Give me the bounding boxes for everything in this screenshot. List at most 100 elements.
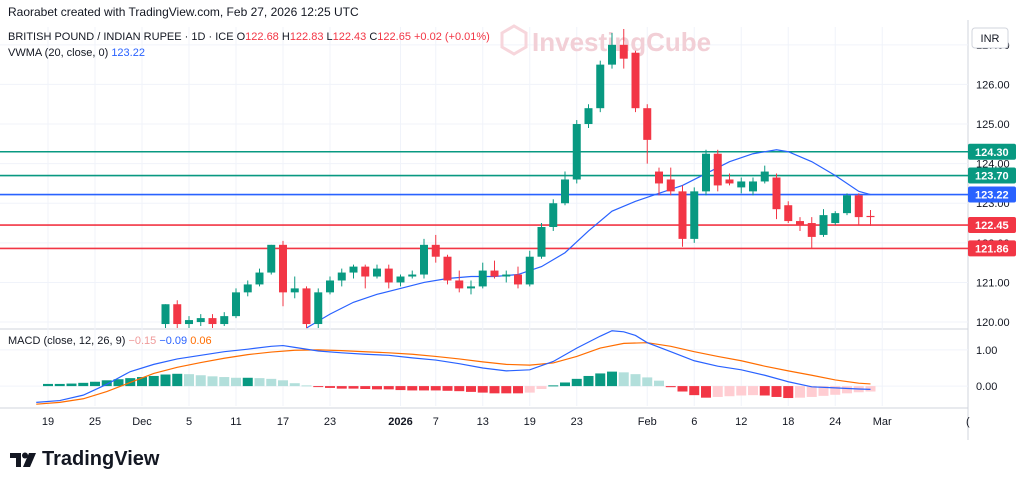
candle-body <box>443 256 452 281</box>
time-tick-label: 13 <box>477 416 489 428</box>
macd-histogram-bar <box>160 374 171 387</box>
symbol-legend: BRITISH POUND / INDIAN RUPEE · 1D · ICE … <box>8 31 490 43</box>
macd-histogram-bar <box>607 371 617 387</box>
candle-body <box>326 280 334 293</box>
candle-body <box>655 171 663 184</box>
macd-histogram-bar <box>795 386 805 398</box>
macd-histogram-bar <box>360 386 371 389</box>
candle-body <box>161 304 170 325</box>
macd-histogram-bar <box>407 386 418 391</box>
vwma-value: 123.22 <box>111 47 145 59</box>
level-price-badge <box>968 217 1016 234</box>
candle-body <box>502 274 511 277</box>
candle-body <box>596 64 605 109</box>
macd-hist-value: −0.15 <box>128 335 159 347</box>
macd-histogram-bar <box>830 386 841 395</box>
candle-body <box>525 256 534 285</box>
macd-histogram-bar <box>90 381 100 387</box>
candle-body <box>431 244 440 257</box>
macd-histogram-bar <box>148 375 159 387</box>
macd-histogram-bar <box>548 385 559 387</box>
macd-histogram-bar <box>325 386 335 388</box>
candle-body <box>514 274 522 285</box>
candle-body <box>302 288 311 325</box>
candle-body <box>490 270 499 277</box>
macd-histogram-bar <box>442 386 453 391</box>
macd-histogram-bar <box>806 386 817 397</box>
macd-tick-label: 0.00 <box>976 381 997 393</box>
chart-canvas[interactable]: InvestingCube 120.00121.00122.00123.0012… <box>0 0 1024 440</box>
candle-body <box>361 266 370 277</box>
level-price-label: 121.86 <box>975 243 1009 255</box>
candle-body <box>467 286 475 289</box>
macd-histogram-bar <box>383 386 394 390</box>
macd-histogram-bar <box>701 386 711 398</box>
price-tick-label: 121.00 <box>976 277 1010 289</box>
macd-histogram-bar <box>54 383 65 387</box>
candle-body <box>819 215 828 235</box>
candle-body <box>384 268 393 283</box>
time-tick-label: 25 <box>89 416 101 428</box>
candle-body <box>631 52 640 109</box>
ohlc-key: L <box>327 31 333 43</box>
time-tick-clipped: ( <box>966 416 970 428</box>
candle-body <box>314 292 323 325</box>
macd-histogram-bar <box>184 374 194 387</box>
time-tick-label: Dec <box>132 416 152 428</box>
candle-body <box>537 227 546 257</box>
price-tick-label: 125.00 <box>976 119 1010 131</box>
candle-body <box>608 44 616 65</box>
candle-body <box>408 274 417 277</box>
time-tick-label: Mar <box>873 416 892 428</box>
macd-histogram-bar <box>536 386 547 389</box>
level-price-badge <box>968 143 1016 160</box>
macd-histogram-bar <box>677 386 688 392</box>
watermark-cube-icon <box>500 24 528 56</box>
macd-histogram-bar <box>313 386 324 388</box>
time-tick-label: Feb <box>638 416 657 428</box>
price-change: +0.02 (+0.01%) <box>414 31 490 43</box>
level-price-badge <box>968 240 1016 257</box>
macd-signal-value: 0.06 <box>190 335 211 347</box>
macd-histogram-bar <box>689 386 700 396</box>
candle-body <box>290 288 299 293</box>
macd-histogram-bar <box>712 386 723 397</box>
candle-body <box>619 44 628 59</box>
macd-histogram-bar <box>654 380 664 387</box>
macd-histogram-bar <box>489 386 500 394</box>
macd-histogram-bar <box>242 377 253 387</box>
candle-body <box>772 177 781 210</box>
macd-histogram-bar <box>78 382 89 387</box>
ohlc-value: 122.43 <box>333 31 370 43</box>
candle-body <box>831 213 840 224</box>
vwma-legend: VWMA (20, close, 0) 123.22 <box>8 47 145 59</box>
macd-histogram-bar <box>665 386 676 388</box>
macd-histogram-bar <box>301 385 312 387</box>
candle-body <box>713 153 722 186</box>
macd-histogram-bar <box>630 374 641 387</box>
axes: 120.00121.00122.00123.00124.00125.00126.… <box>42 27 1016 428</box>
ohlc-value: 122.68 <box>245 31 282 43</box>
macd-histogram-bar <box>759 386 770 396</box>
candle-body <box>725 179 734 184</box>
time-tick-label: 19 <box>42 416 54 428</box>
candle-body <box>702 153 710 192</box>
time-tick-label: 12 <box>735 416 747 428</box>
macd-signal-line <box>36 342 871 405</box>
candle-body <box>737 181 746 188</box>
time-tick-label: 6 <box>691 416 697 428</box>
level-price-badge <box>968 167 1016 184</box>
macd-histogram-bar <box>477 386 488 393</box>
level-price-label: 123.70 <box>975 171 1009 183</box>
tradingview-logo-icon <box>10 452 36 467</box>
time-tick-label: 2026 <box>388 416 412 428</box>
candle-body <box>185 320 193 325</box>
candle-body <box>373 268 381 277</box>
macd-histogram-bar <box>419 386 429 391</box>
candle-body <box>866 215 875 218</box>
macd-histogram-bar <box>618 372 629 387</box>
tradingview-logo[interactable]: TradingView <box>10 448 159 471</box>
macd-histogram-bar <box>278 380 288 387</box>
watermark: InvestingCube <box>500 24 711 57</box>
ohlc-key: O <box>237 31 246 43</box>
